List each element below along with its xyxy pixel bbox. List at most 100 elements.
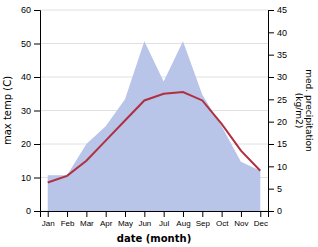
tick-mark xyxy=(268,189,274,190)
x-axis: Jan Feb Mar Apr May Jun Jul Aug Sep Oct Nov Dec xyxy=(41,211,269,228)
tick-mark xyxy=(34,111,40,112)
y2-axis-title-line: (kg/m2) xyxy=(294,93,304,128)
tick: Jul xyxy=(159,211,169,228)
tick: 10 xyxy=(268,162,287,172)
tick: Apr xyxy=(100,211,113,228)
y2-axis-title-line: med. precipitation xyxy=(304,69,314,151)
tick: 5 xyxy=(268,184,282,194)
tick-label: Dec xyxy=(254,219,268,228)
tick: Nov xyxy=(234,211,248,228)
tick-mark xyxy=(268,144,274,145)
tick-label: 30 xyxy=(21,106,31,116)
grid-line xyxy=(40,10,268,11)
tick-mark xyxy=(241,211,242,217)
tick-mark xyxy=(34,178,40,179)
plot-area xyxy=(48,41,261,211)
tick-mark xyxy=(34,10,40,11)
tick-mark xyxy=(260,211,261,217)
tick-mark xyxy=(268,99,274,100)
tick-label: Aug xyxy=(176,219,190,228)
tick: Mar xyxy=(80,211,94,228)
tick: 35 xyxy=(268,50,287,60)
tick-label: 10 xyxy=(21,173,31,183)
tick-mark xyxy=(125,211,126,217)
tick: 50 xyxy=(21,39,40,49)
tick-label: Apr xyxy=(100,219,113,228)
tick: 20 xyxy=(268,117,287,127)
y-axis: 0 10 20 30 40 50 60 xyxy=(21,5,41,216)
y2-axis-title: med. precipitation(kg/m2) xyxy=(294,69,314,151)
tick-label: Sep xyxy=(196,219,211,228)
tick-mark xyxy=(268,55,274,56)
y-axis-title: max temp (C) xyxy=(2,76,13,145)
tick-label: 25 xyxy=(277,95,287,105)
tick: Jun xyxy=(138,211,151,228)
tick-label: 5 xyxy=(277,184,282,194)
grid xyxy=(40,10,268,211)
tick-mark xyxy=(164,211,165,217)
tick-mark xyxy=(268,122,274,123)
tick-mark xyxy=(268,211,274,212)
tick-label: 40 xyxy=(21,72,31,82)
tick-label: 0 xyxy=(26,206,31,216)
tick-label: 15 xyxy=(277,139,287,149)
tick-label: Nov xyxy=(234,219,248,228)
tick-mark xyxy=(202,211,203,217)
tick: 20 xyxy=(21,139,40,149)
tick-mark xyxy=(222,211,223,217)
tick-mark xyxy=(268,32,274,33)
tick-mark xyxy=(268,77,274,78)
tick: Oct xyxy=(216,211,229,228)
tick-label: Jun xyxy=(138,219,151,228)
tick: 60 xyxy=(21,5,40,15)
tick-mark xyxy=(268,10,274,11)
line xyxy=(48,92,261,182)
tick: 45 xyxy=(268,5,287,15)
tick-mark xyxy=(34,77,40,78)
tick-label: 20 xyxy=(21,139,31,149)
tick: 40 xyxy=(21,72,40,82)
tick: Sep xyxy=(196,211,211,228)
tick-mark xyxy=(86,211,87,217)
tick-label: Oct xyxy=(216,219,229,228)
tick-label: Jul xyxy=(159,219,169,228)
tick-label: 35 xyxy=(277,50,287,60)
tick: Jan xyxy=(42,211,55,228)
tick: Aug xyxy=(176,211,190,228)
tick-mark xyxy=(268,166,274,167)
tick-mark xyxy=(144,211,145,217)
tick: 25 xyxy=(268,95,287,105)
chart: Jan Feb Mar Apr May Jun Jul Aug Sep Oct Nov Dec 0 10 2… xyxy=(0,0,318,247)
tick-label: 40 xyxy=(277,28,287,38)
axis-line xyxy=(34,11,41,212)
tick-label: 30 xyxy=(277,72,287,82)
tick: 30 xyxy=(21,106,40,116)
tick-mark xyxy=(34,211,40,212)
tick-mark xyxy=(183,211,184,217)
y2-axis: 0 5 10 15 20 25 30 35 40 45 xyxy=(268,5,287,216)
tick-label: 45 xyxy=(277,5,287,15)
axis-line xyxy=(41,212,269,218)
tick: 40 xyxy=(268,28,287,38)
tick-label: 60 xyxy=(21,5,31,15)
tick-mark xyxy=(48,211,49,217)
tick-mark xyxy=(106,211,107,217)
axis-line xyxy=(269,11,275,212)
tick-label: 0 xyxy=(277,206,282,216)
tick: May xyxy=(118,211,133,228)
tick-label: 20 xyxy=(277,117,287,127)
tick-label: 50 xyxy=(21,39,31,49)
tick-mark xyxy=(34,44,40,45)
tick: Dec xyxy=(254,211,268,228)
area xyxy=(48,41,261,211)
tick: 0 xyxy=(26,206,40,216)
tick-label: May xyxy=(118,219,133,228)
tick: 10 xyxy=(21,173,40,183)
tick-mark xyxy=(67,211,68,217)
tick: Feb xyxy=(61,211,75,228)
tick-mark xyxy=(34,144,40,145)
tick-label: Jan xyxy=(42,219,55,228)
tick: 30 xyxy=(268,72,287,82)
tick-label: Mar xyxy=(80,219,94,228)
tick: 15 xyxy=(268,139,287,149)
